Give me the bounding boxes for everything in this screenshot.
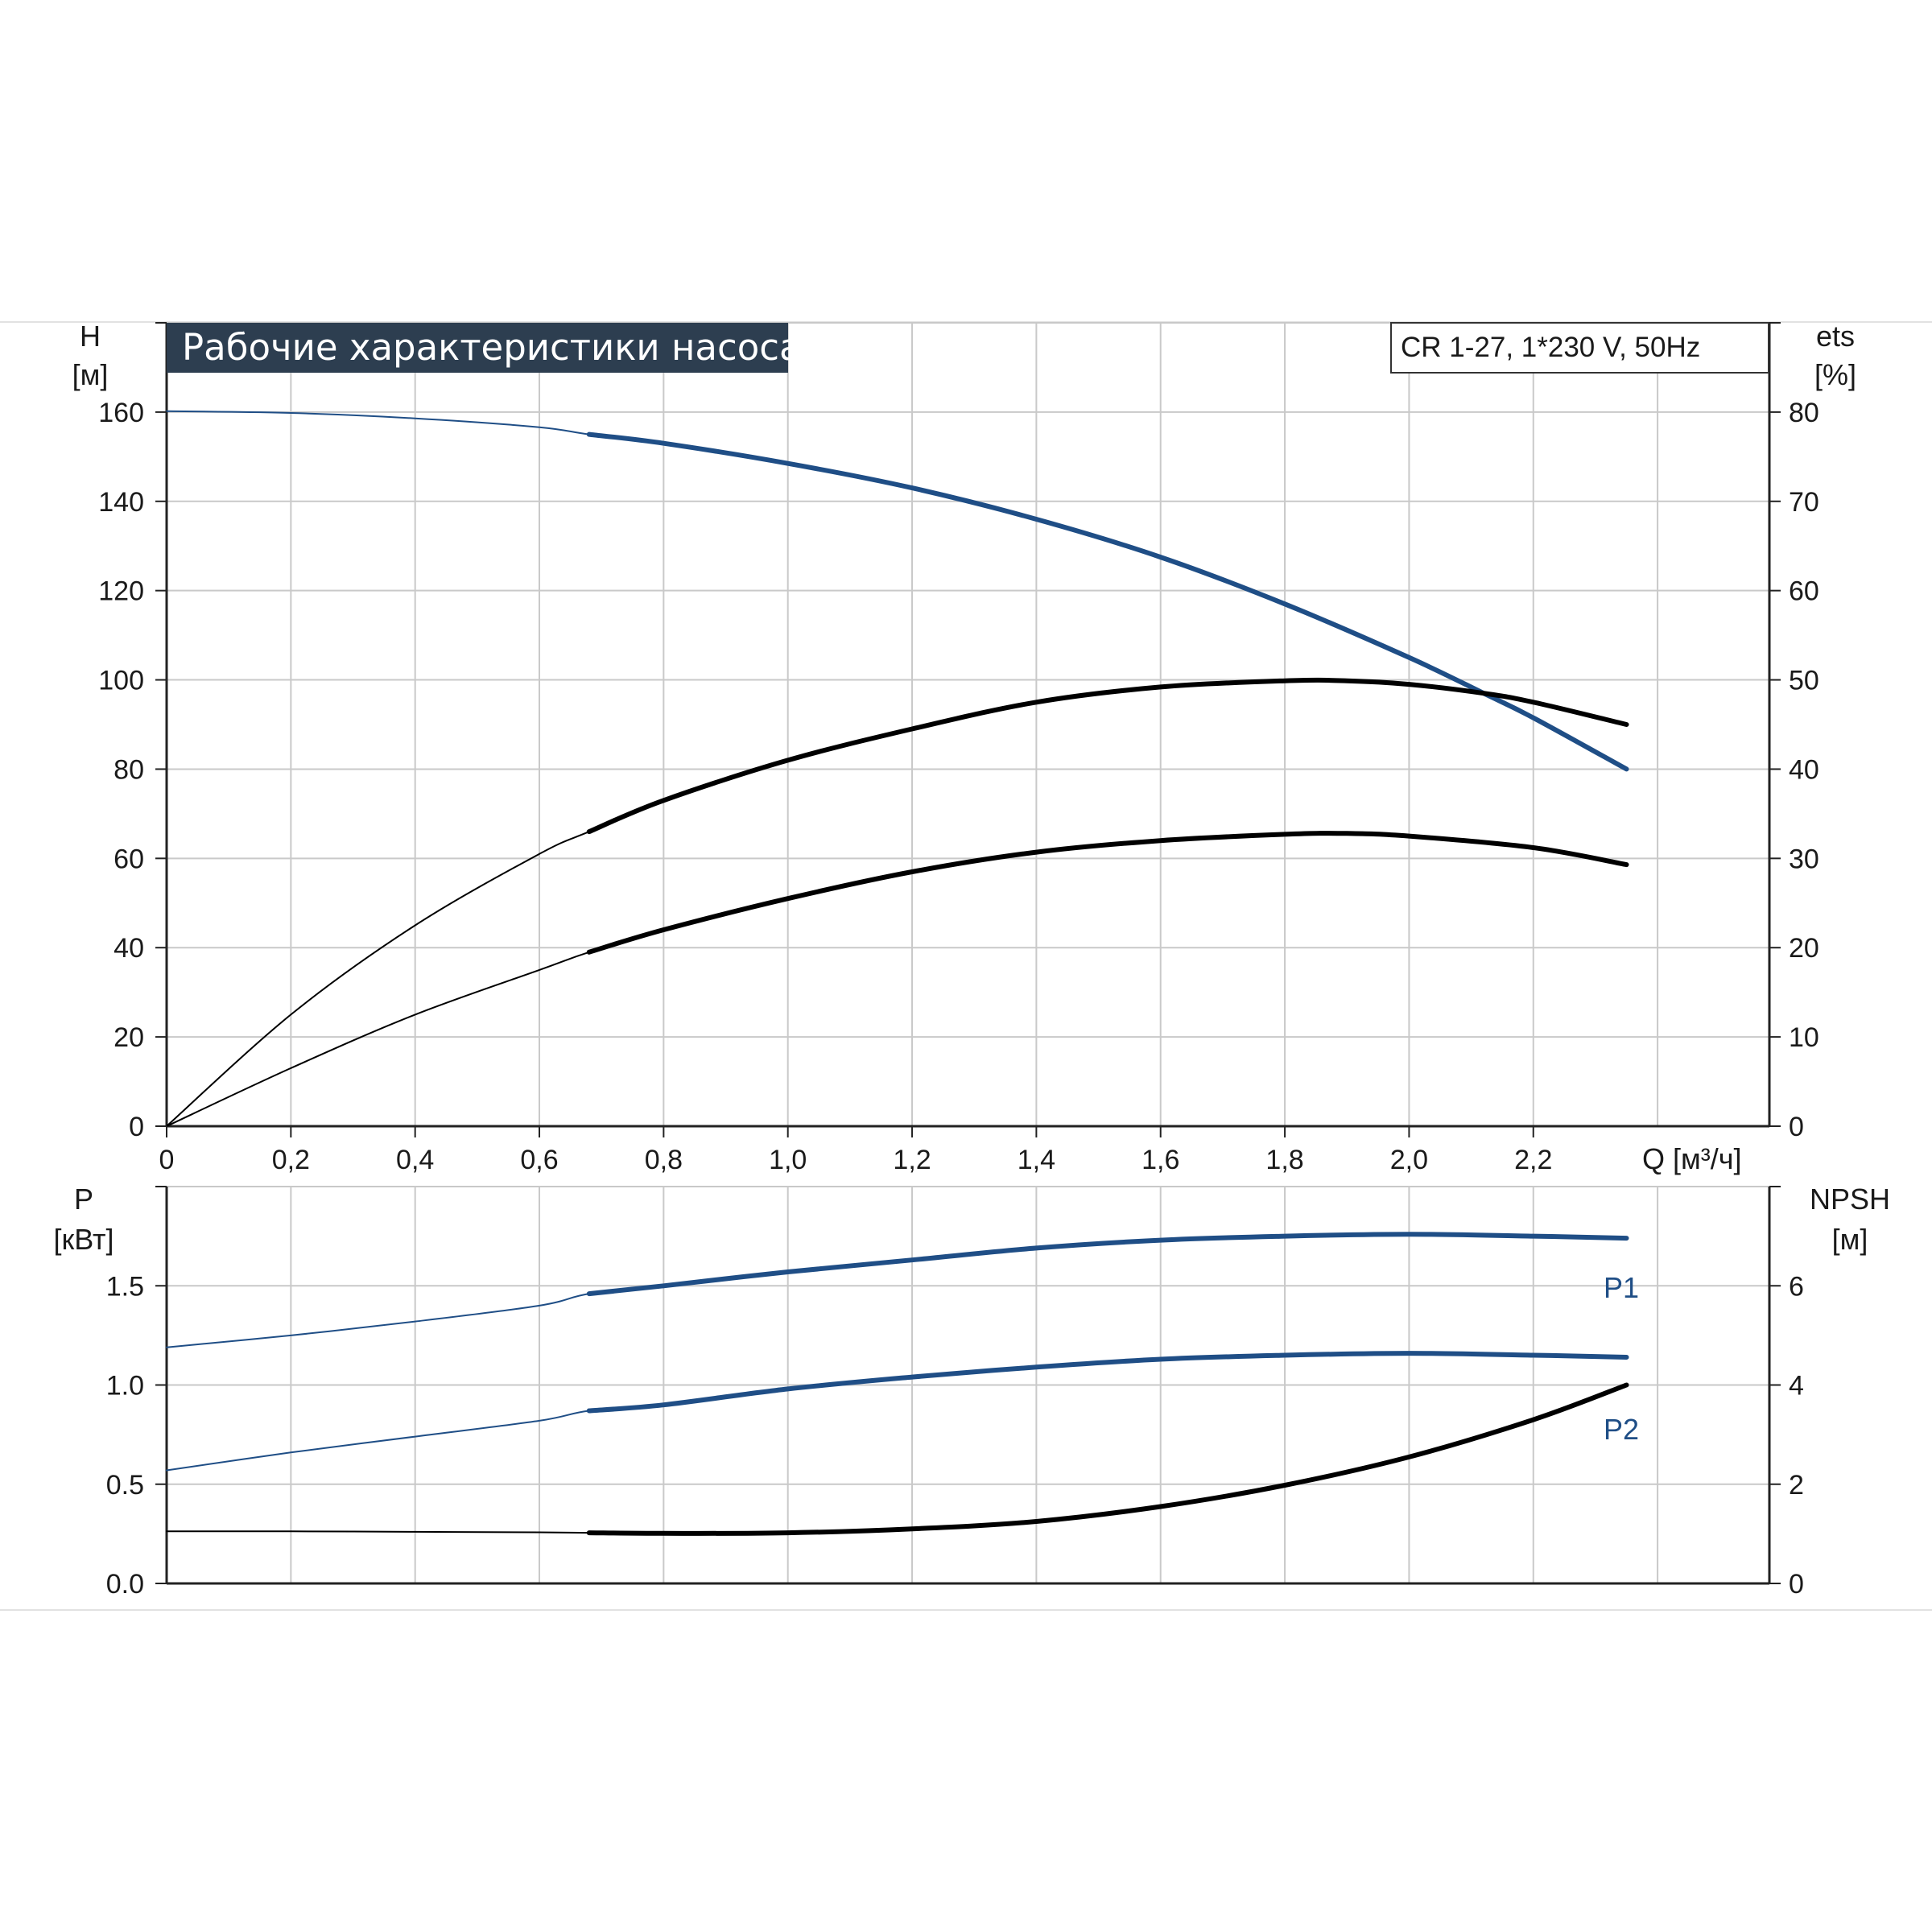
y-right-tick-label: 40 xyxy=(1789,754,1819,785)
p-axis-label-unit: [кВт] xyxy=(53,1223,114,1256)
npsh-tick-label: 2 xyxy=(1789,1470,1804,1501)
chart-title: Рабочие характеристики насоса xyxy=(182,326,802,369)
y-left-tick-label: 0 xyxy=(129,1112,144,1142)
head-curve-thick xyxy=(586,431,1629,772)
y-left-tick-label: 80 xyxy=(114,754,144,785)
y-right-label-unit: [%] xyxy=(1814,358,1856,391)
p-tick-label: 0.0 xyxy=(106,1569,144,1600)
y-right-tick-label: 60 xyxy=(1789,576,1819,607)
p2-power-curve-thin xyxy=(166,1352,1628,1472)
efficiency-curve-1-thick xyxy=(586,677,1629,835)
y-left-tick-label: 120 xyxy=(98,576,144,607)
npsh-axis-label-top: NPSH xyxy=(1810,1183,1890,1216)
x-tick-label: 1,2 xyxy=(893,1145,931,1175)
y-left-tick-label: 140 xyxy=(98,487,144,518)
y-left-label-top: H xyxy=(80,320,101,353)
y-right-tick-label: 70 xyxy=(1789,487,1819,518)
y-right-tick-label: 80 xyxy=(1789,398,1819,428)
x-tick-label: 0,2 xyxy=(272,1145,310,1175)
efficiency-curve-1-thin xyxy=(166,679,1628,1127)
x-tick-label: 2,0 xyxy=(1390,1145,1428,1175)
title-box xyxy=(167,323,788,373)
x-tick-label: 0,8 xyxy=(645,1145,683,1175)
x-tick-label: 2,2 xyxy=(1514,1145,1552,1175)
p-tick-label: 0.5 xyxy=(106,1470,144,1501)
y-right-tick-label: 10 xyxy=(1789,1022,1819,1053)
p1-power-curve-thick xyxy=(586,1232,1629,1297)
x-tick-label: 1,6 xyxy=(1141,1145,1179,1175)
top-grid xyxy=(165,322,1771,1128)
model-label-box xyxy=(1390,322,1769,374)
x-tick-label: 1,4 xyxy=(1018,1145,1055,1175)
npsh-axis-label-unit: [м] xyxy=(1832,1223,1868,1256)
y-left-tick-label: 20 xyxy=(114,1022,144,1053)
x-tick-label: 1,8 xyxy=(1265,1145,1303,1175)
npsh-tick-label: 4 xyxy=(1789,1371,1804,1402)
x-tick-label: 0 xyxy=(159,1145,175,1175)
y-left-tick-label: 100 xyxy=(98,666,144,696)
efficiency-curve-2-thick xyxy=(586,831,1629,955)
x-tick-label: 1,0 xyxy=(769,1145,807,1175)
x-tick-label: 0,6 xyxy=(520,1145,558,1175)
y-right-tick-label: 50 xyxy=(1789,666,1819,696)
y-left-tick-label: 40 xyxy=(114,933,144,964)
y-right-label-top: ets xyxy=(1816,320,1855,353)
model-label: CR 1-27, 1*230 V, 50Hz xyxy=(1401,332,1700,363)
x-axis-label: Q [м³/ч] xyxy=(1642,1142,1742,1175)
p-tick-label: 1.5 xyxy=(106,1271,144,1302)
p-axis-label-top: P xyxy=(74,1183,93,1216)
p1-power-curve-thin xyxy=(166,1233,1628,1348)
npsh-tick-label: 0 xyxy=(1789,1569,1804,1600)
y-left-label-unit: [м] xyxy=(72,358,109,391)
x-tick-label: 0,4 xyxy=(396,1145,434,1175)
y-right-tick-label: 20 xyxy=(1789,933,1819,964)
bottom-series xyxy=(166,1232,1629,1536)
p2-power-curve-thick xyxy=(586,1351,1629,1414)
bottom-grid xyxy=(165,1186,1771,1585)
p-tick-label: 1.0 xyxy=(106,1371,144,1402)
y-left-tick-label: 60 xyxy=(114,844,144,874)
p1-series-label: P1 xyxy=(1604,1271,1639,1304)
top-series xyxy=(166,410,1629,1127)
y-right-tick-label: 30 xyxy=(1789,844,1819,874)
p2-series-label: P2 xyxy=(1604,1413,1639,1446)
y-right-tick-label: 0 xyxy=(1789,1112,1804,1142)
npsh-curve-thick xyxy=(586,1382,1629,1536)
y-left-tick-label: 160 xyxy=(98,398,144,428)
npsh-tick-label: 6 xyxy=(1789,1271,1804,1302)
